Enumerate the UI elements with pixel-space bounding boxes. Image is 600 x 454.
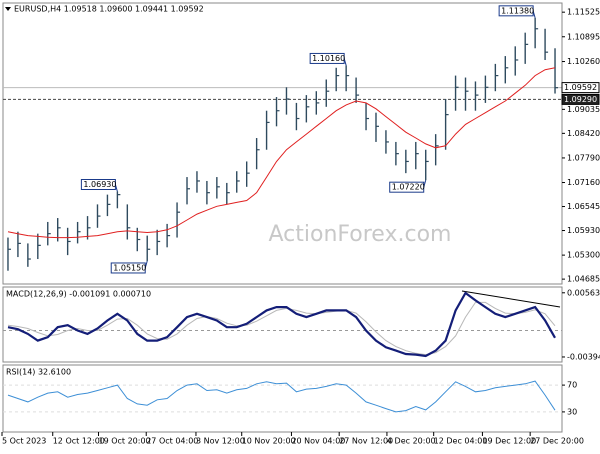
moving-average: [7, 67, 556, 239]
y-tick-label: 70: [567, 381, 577, 390]
annotation-label: 1.06930: [83, 180, 116, 189]
annotation-box: [498, 5, 534, 17]
annotation-leader: [114, 184, 118, 192]
annotation-label: 1.07220: [392, 183, 425, 192]
macd-title: MACD(12,26,9) -0.001091 0.000710: [6, 290, 151, 299]
price-panel: [2, 2, 563, 285]
annotation-leader: [144, 260, 148, 269]
y-tick-label: 1.09035: [567, 105, 600, 114]
annotation-leader: [532, 10, 536, 18]
rsi-line: [7, 380, 556, 413]
y-tick-label: 1.10260: [567, 57, 600, 66]
x-tick-label: 27 Oct 04:00: [146, 437, 198, 446]
y-tick-label: 1.07790: [567, 153, 600, 162]
y-tick-label: 1.07160: [567, 178, 600, 187]
y-tick-label: 30: [567, 407, 577, 416]
rsi-title: RSI(14) 32.6100: [6, 368, 71, 377]
y-tick-label: 1.05930: [567, 226, 600, 235]
x-tick-label: 20 Nov 04:00: [291, 437, 345, 446]
annotation-leader: [343, 58, 347, 66]
y-tick-label: 1.06545: [567, 202, 600, 211]
x-tick-label: 12 Dec 04:00: [434, 437, 488, 446]
annotation-label: 1.05150: [113, 263, 146, 272]
x-tick-label: 19 Dec 12:00: [482, 437, 536, 446]
y-tick-label: 0.005635: [567, 288, 600, 297]
x-tick-label: 3 Nov 12:00: [196, 437, 245, 446]
x-tick-label: 27 Nov 12:00: [339, 437, 393, 446]
x-tick-label: 5 Oct 2023: [2, 437, 46, 446]
macd-trendline: [461, 290, 561, 308]
annotation-leader: [423, 180, 427, 188]
price-label-box: [561, 82, 600, 94]
macd-panel: [2, 286, 563, 363]
price-label: 1.09290: [564, 95, 597, 104]
annotation-box: [110, 262, 146, 274]
x-tick-label: 4 Dec 20:00: [387, 437, 436, 446]
annotation-label: 1.10160: [312, 54, 345, 63]
price-label: 1.09592: [564, 83, 597, 92]
x-tick-label: 27 Dec 20:00: [530, 437, 584, 446]
y-tick-label: -0.003949: [567, 352, 600, 361]
watermark: ActionForex.com: [269, 222, 452, 247]
signal-line: [7, 301, 556, 356]
annotation-label: 1.11380: [501, 6, 534, 15]
y-tick-label: 1.10895: [567, 32, 600, 41]
x-tick-label: 12 Oct 12:00: [53, 437, 105, 446]
x-tick-label: 19 Oct 20:00: [98, 437, 150, 446]
y-tick-label: 1.08420: [567, 129, 600, 138]
y-tick-label: 1.04685: [567, 275, 600, 284]
price-label-box: [561, 93, 600, 105]
header-arrow: [5, 7, 11, 11]
chart-title: EURUSD,H4 1.09518 1.09600 1.09441 1.0959…: [14, 5, 204, 14]
y-tick-label: 1.05300: [567, 251, 600, 260]
x-tick-label: 10 Nov 20:00: [242, 437, 296, 446]
macd-line: [7, 291, 556, 358]
rsi-panel: [2, 364, 563, 433]
y-tick-label: 1.11525: [567, 8, 600, 17]
